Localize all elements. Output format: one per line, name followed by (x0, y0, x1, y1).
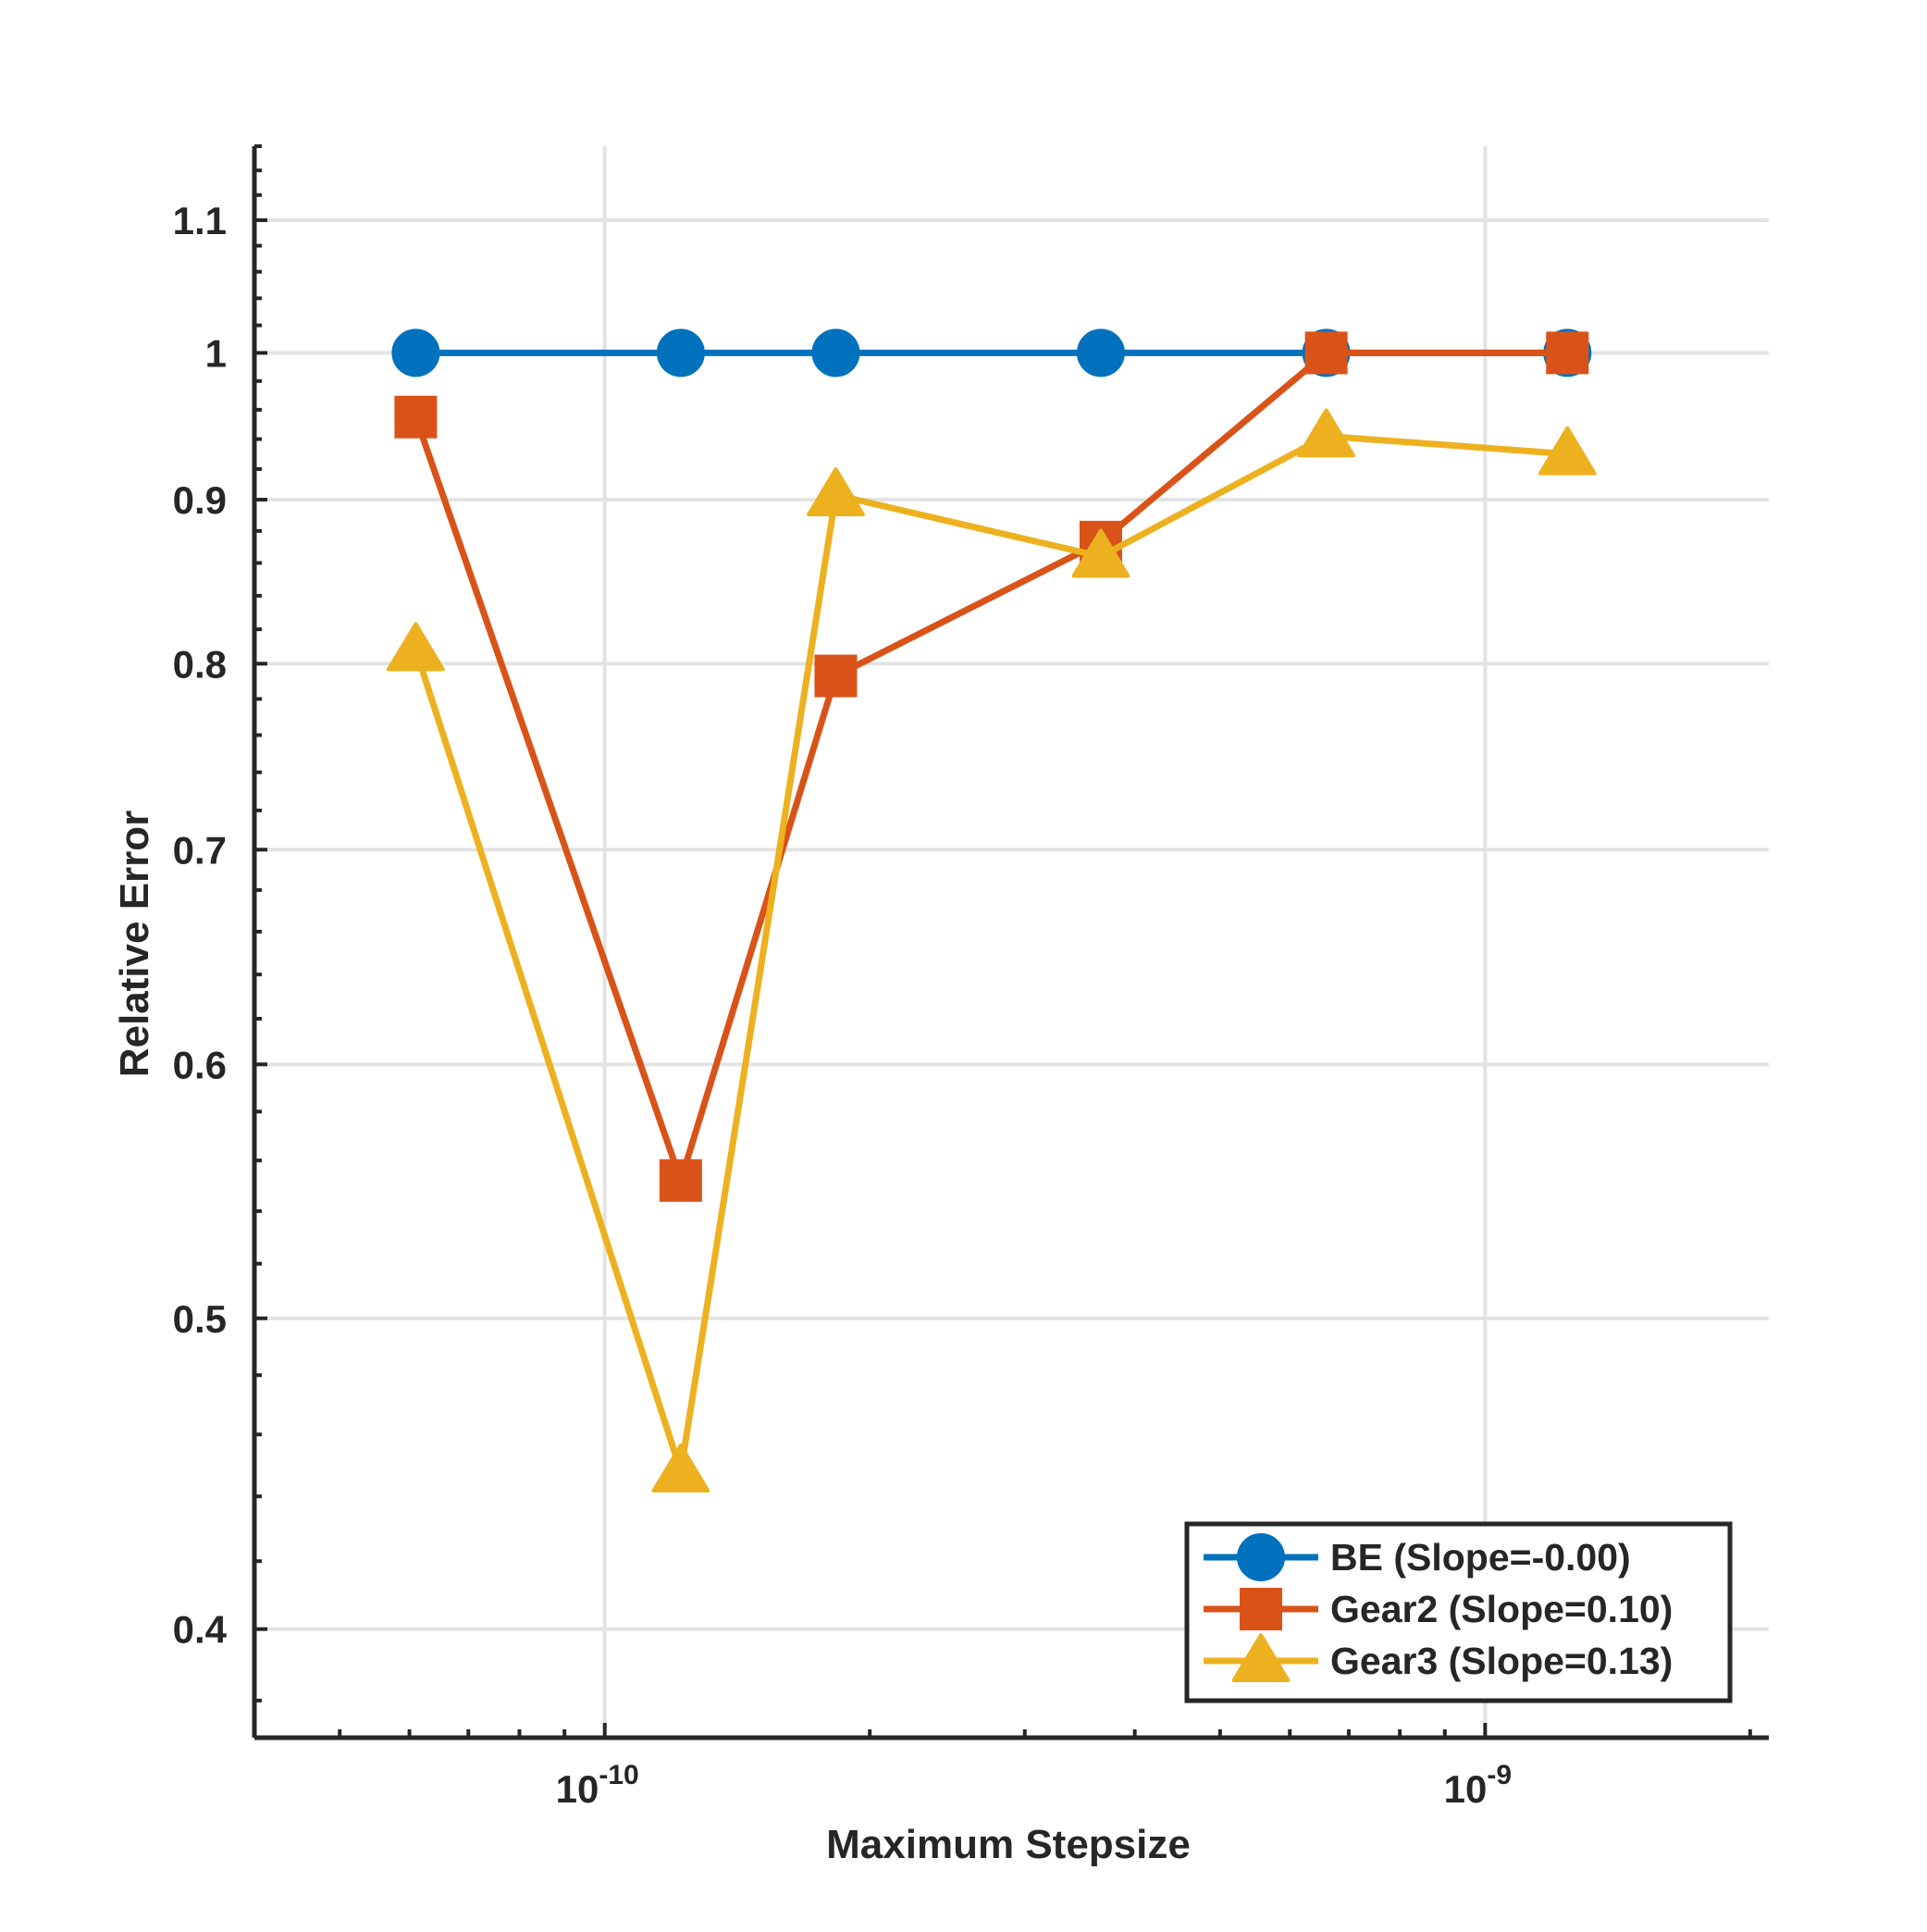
data-point-circle (656, 328, 705, 378)
legend-marker-square (1240, 1588, 1282, 1630)
y-tick-label: 0.4 (173, 1608, 228, 1652)
legend-entry: BE (Slope=-0.00) (1204, 1533, 1631, 1581)
series-line (413, 432, 1568, 1475)
x-tick-label-exponent: -9 (1487, 1760, 1512, 1790)
data-point-triangle (387, 622, 445, 672)
x-tick-label-base: 10 (1444, 1767, 1488, 1811)
y-tick-label: 0.9 (173, 478, 227, 522)
data-point-triangle (1538, 426, 1597, 476)
legend-label: Gear2 (Slope=0.10) (1330, 1588, 1673, 1630)
legend: BE (Slope=-0.00) Gear2 (Slope=0.10) Gear3 … (1184, 1521, 1733, 1703)
legend-entry: Gear3 (Slope=0.13) (1204, 1633, 1673, 1682)
legend-marker-triangle (1231, 1633, 1291, 1682)
y-tick-label: 0.6 (173, 1043, 227, 1086)
data-point-triangle (807, 466, 865, 516)
data-point-circle (811, 328, 860, 378)
data-point-triangle (651, 1443, 710, 1493)
y-tick-label: 0.5 (173, 1297, 227, 1341)
plot-series (387, 328, 1597, 1493)
data-point-square (1546, 331, 1589, 375)
legend-entry: Gear2 (Slope=0.10) (1204, 1588, 1673, 1630)
data-point-square (1304, 331, 1348, 375)
data-point-circle (1076, 328, 1125, 378)
y-tick-label: 1 (205, 331, 227, 375)
data-point-square (814, 654, 858, 698)
data-point-triangle (1071, 528, 1130, 578)
y-tick-label: 0.8 (173, 642, 227, 686)
data-point-square (659, 1158, 702, 1202)
series-triangle (387, 408, 1597, 1493)
legend-label: Gear3 (Slope=0.13) (1330, 1640, 1673, 1682)
x-tick-label: 10-9 (1444, 1760, 1512, 1811)
data-point-triangle (1297, 408, 1356, 458)
data-point-square (394, 395, 438, 439)
y-tick-label: 1.1 (173, 199, 227, 242)
series-line (413, 349, 1568, 1184)
y-axis-title: Relative Error (112, 811, 157, 1078)
x-axis-title: Maximum Stepsize (826, 1822, 1191, 1867)
x-tick-label-base: 10 (556, 1767, 599, 1811)
legend-marker-circle (1237, 1533, 1285, 1581)
x-tick-label-exponent: -10 (599, 1760, 638, 1790)
data-point-circle (391, 328, 440, 378)
legend-label: BE (Slope=-0.00) (1330, 1536, 1631, 1579)
x-tick-label: 10-10 (556, 1760, 639, 1811)
axes: 0.40.50.60.70.80.911.110-10 10-9 (173, 144, 1769, 1811)
y-tick-label: 0.7 (173, 828, 227, 872)
